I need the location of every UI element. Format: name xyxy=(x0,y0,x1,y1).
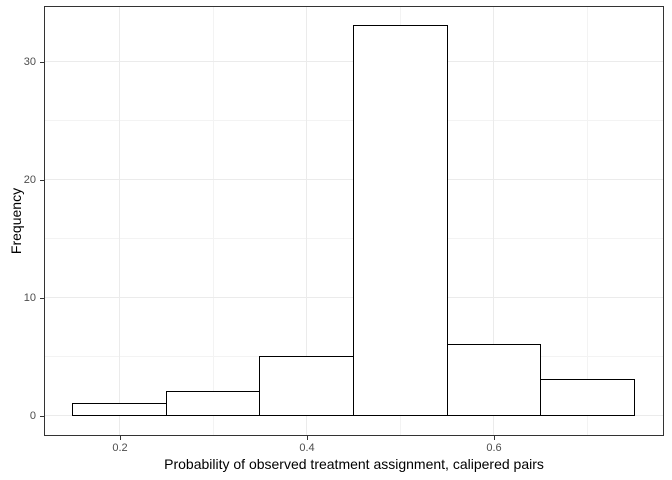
y-axis-title: Frequency xyxy=(8,187,24,255)
histogram-bar xyxy=(166,391,260,416)
x-tick-label: 0.4 xyxy=(299,442,315,454)
gridline-major-x xyxy=(119,6,120,436)
x-tick-mark xyxy=(307,436,308,440)
y-tick-mark xyxy=(40,62,44,63)
gridline-minor-x xyxy=(587,6,588,436)
y-tick-label: 10 xyxy=(23,292,36,304)
x-tick-label: 0.6 xyxy=(486,442,502,454)
y-tick-mark xyxy=(40,298,44,299)
y-tick-label: 0 xyxy=(29,410,36,422)
x-tick-mark xyxy=(120,436,121,440)
gridline-major-x xyxy=(493,6,494,436)
histogram-bar xyxy=(72,403,167,416)
gridline-minor-x xyxy=(213,6,214,436)
y-tick-mark xyxy=(40,180,44,181)
y-tick-label: 20 xyxy=(23,174,36,186)
bars-layer xyxy=(44,6,664,436)
gridline-major-x xyxy=(306,6,307,436)
x-tick-label: 0.2 xyxy=(112,442,128,454)
y-tick-mark xyxy=(40,416,44,417)
histogram-bar xyxy=(259,356,354,416)
y-tick-label: 30 xyxy=(23,56,36,68)
plot-panel xyxy=(44,6,664,436)
x-axis-title: Probability of observed treatment assign… xyxy=(164,456,544,472)
x-tick-mark xyxy=(494,436,495,440)
histogram-bar xyxy=(540,379,635,416)
histogram-bar xyxy=(353,25,448,416)
histogram-bar xyxy=(447,344,541,416)
